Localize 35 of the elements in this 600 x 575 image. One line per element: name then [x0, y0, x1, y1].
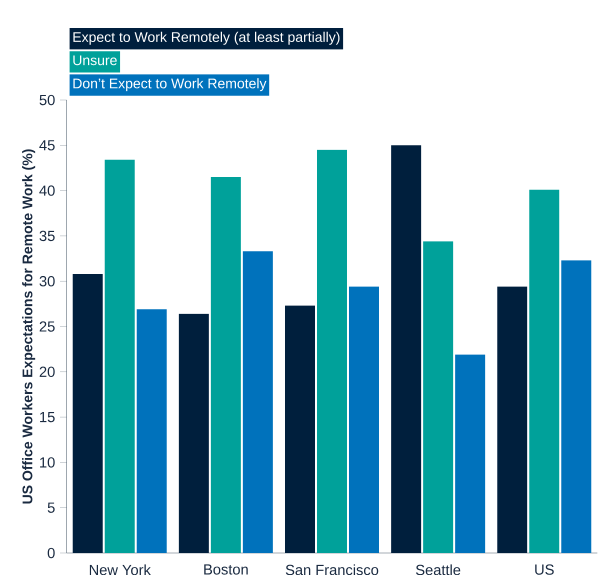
bar — [529, 190, 560, 553]
y-tick-label: 5 — [48, 502, 55, 513]
y-tick-label: 35 — [40, 230, 55, 242]
text: Unsure — [73, 55, 117, 66]
bar — [455, 354, 486, 553]
x-tick-label: US — [535, 564, 554, 575]
x-tick-label: New York — [90, 564, 151, 575]
bar — [210, 177, 241, 553]
y-tick-label: 10 — [40, 457, 55, 468]
bar — [497, 286, 528, 553]
bar — [391, 145, 422, 553]
bar — [72, 274, 103, 553]
y-tick-label: 30 — [40, 276, 55, 286]
y-tick-label: 50 — [40, 94, 55, 106]
x-tick-label: Seattle — [416, 564, 460, 575]
y-tick-label: 25 — [40, 321, 55, 332]
bar — [178, 314, 209, 553]
text: Expect to Work Remotely (at least partially) — [73, 32, 340, 45]
bar — [284, 306, 315, 553]
bar — [104, 160, 135, 553]
y-tick-label: 0 — [48, 548, 55, 558]
y-tick-label: 40 — [39, 185, 55, 196]
bar — [561, 260, 592, 553]
bar — [423, 241, 454, 553]
y-tick-label: 45 — [39, 140, 55, 150]
x-tick-label: San Francisco — [286, 564, 378, 575]
bar — [242, 251, 273, 553]
y-tick-label: 15 — [40, 412, 55, 422]
bar — [317, 150, 347, 553]
y-tick-label: 20 — [40, 366, 55, 377]
bar — [349, 286, 379, 553]
text: Don’t Expect to Work Remotely — [73, 78, 266, 92]
y-axis-title: US Office Workers Expectations for Remote Work (%) — [22, 149, 36, 504]
x-tick-label: Boston — [204, 564, 248, 575]
bar — [136, 309, 167, 553]
